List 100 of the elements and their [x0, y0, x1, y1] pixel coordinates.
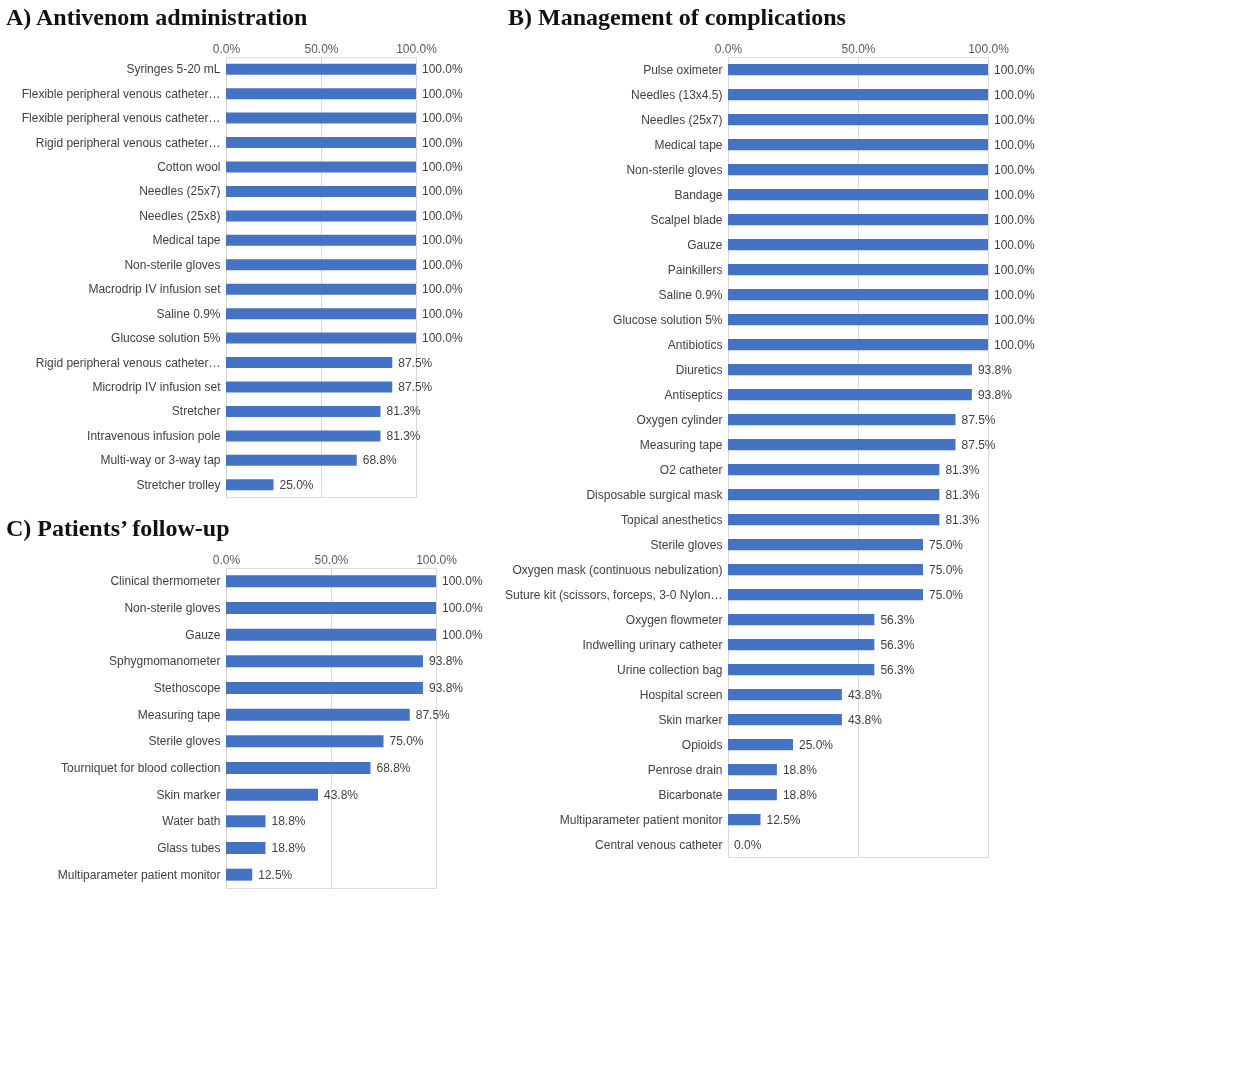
y-tick-label: Oxygen flowmeter [625, 612, 723, 627]
y-tick-label: Diuretics [675, 362, 723, 377]
data-label: 100.0% [994, 162, 1036, 177]
data-label: 68.8% [376, 761, 411, 775]
chart-title: C) Patients’ follow-up [6, 515, 230, 541]
y-tick-label: Hospital screen [639, 687, 723, 702]
data-label: 100.0% [994, 337, 1036, 352]
bar [226, 868, 253, 881]
data-label: 100.0% [422, 233, 464, 248]
y-tick-label: Sterile gloves [650, 537, 723, 552]
data-label: 100.0% [994, 262, 1036, 277]
y-tick-label: Non-sterile gloves [124, 601, 221, 615]
y-tick-label: Non-sterile gloves [124, 257, 221, 272]
bar [226, 602, 436, 614]
y-tick-label: Stretcher trolley [136, 477, 221, 492]
y-tick-label: Disposable surgical mask [586, 487, 724, 502]
bar [226, 815, 266, 828]
bar [728, 388, 972, 401]
data-label: 93.8% [428, 654, 464, 669]
data-label: 18.8% [782, 762, 818, 777]
y-tick-label: Skin marker [658, 712, 723, 727]
bar [226, 283, 416, 295]
data-label: 100.0% [422, 306, 464, 321]
data-label: 81.3% [945, 462, 980, 477]
y-tick-label: Medical tape [152, 233, 221, 248]
bar [728, 688, 842, 701]
y-tick-label: Medical tape [654, 137, 723, 152]
y-tick-label: Oxygen cylinder [636, 412, 723, 427]
y-tick-label: Intravenous infusion pole [87, 428, 221, 443]
bar [226, 735, 384, 748]
bar [728, 263, 988, 276]
bar [226, 259, 416, 271]
y-tick-label: Scalpel blade [650, 212, 723, 227]
data-label: 56.3% [880, 637, 915, 652]
bar [226, 479, 274, 491]
bar [226, 405, 381, 417]
y-tick-label: Indwelling urinary catheter [582, 637, 723, 652]
data-label: 75.0% [929, 537, 964, 552]
bar [226, 454, 357, 466]
data-label: 43.8% [323, 787, 359, 802]
data-label: 81.3% [945, 487, 980, 502]
data-label: 87.5% [398, 355, 433, 370]
bar [728, 588, 923, 601]
bar [728, 113, 988, 126]
x-tick-label: 100.0% [968, 41, 1010, 56]
data-label: 75.0% [929, 587, 964, 602]
data-label: 43.8% [847, 687, 883, 702]
bar [226, 88, 416, 100]
y-tick-label: Pulse oximeter [643, 62, 723, 77]
bar [226, 308, 416, 320]
data-label: 43.8% [847, 712, 883, 727]
bar [728, 713, 842, 726]
bar [728, 538, 923, 551]
y-tick-label: Syringes 5-20 mL [126, 62, 221, 77]
chart-title: A) Antivenom administration [6, 4, 308, 30]
y-tick-label: Gauze [185, 627, 221, 642]
x-tick-label: 0.0% [714, 41, 743, 56]
y-tick-label: Rigid peripheral venous catheter… [35, 135, 221, 150]
bar [728, 763, 777, 776]
data-label: 100.0% [422, 282, 464, 297]
bar [226, 430, 381, 442]
y-tick-label: Multiparameter patient monitor [559, 812, 723, 827]
data-label: 100.0% [442, 574, 484, 589]
data-label: 100.0% [994, 187, 1036, 202]
y-tick-label: Multiparameter patient monitor [57, 867, 221, 882]
data-label: 56.3% [880, 662, 915, 677]
bar [226, 234, 416, 246]
y-tick-label: Bicarbonate [658, 787, 723, 802]
data-label: 100.0% [442, 627, 484, 642]
y-tick-label: Stethoscope [153, 681, 221, 695]
data-label: 100.0% [994, 62, 1036, 77]
y-tick-label: Needles (25x7) [139, 184, 221, 199]
x-tick-label: 100.0% [416, 552, 458, 567]
x-tick-label: 50.0% [304, 41, 339, 56]
y-tick-label: Cotton wool [157, 160, 221, 174]
bar [728, 788, 777, 801]
y-tick-label: Sterile gloves [148, 734, 221, 749]
y-tick-label: Oxygen mask (continuous nebulization) [512, 562, 723, 577]
y-tick-label: Topical anesthetics [621, 512, 723, 527]
bar [728, 213, 988, 226]
y-tick-label: Microdrip IV infusion set [92, 380, 222, 394]
data-label: 56.3% [880, 612, 915, 627]
x-tick-label: 50.0% [314, 552, 349, 567]
data-label: 100.0% [994, 87, 1036, 102]
y-tick-label: Needles (13x4.5) [631, 87, 723, 102]
data-label: 18.8% [271, 814, 306, 829]
x-tick-label: 0.0% [212, 552, 241, 567]
y-tick-label: Antibiotics [667, 337, 723, 352]
data-label: 100.0% [422, 62, 464, 77]
y-tick-label: Saline 0.9% [156, 306, 221, 321]
y-tick-label: Needles (25x7) [641, 112, 723, 127]
data-label: 81.3% [945, 512, 980, 527]
y-tick-label: Measuring tape [639, 437, 723, 452]
data-label: 12.5% [766, 812, 801, 827]
data-label: 81.3% [386, 428, 421, 443]
bar [728, 638, 875, 651]
data-label: 93.8% [977, 362, 1013, 377]
bar [226, 63, 416, 75]
data-label: 100.0% [422, 257, 464, 272]
bar [728, 363, 972, 376]
